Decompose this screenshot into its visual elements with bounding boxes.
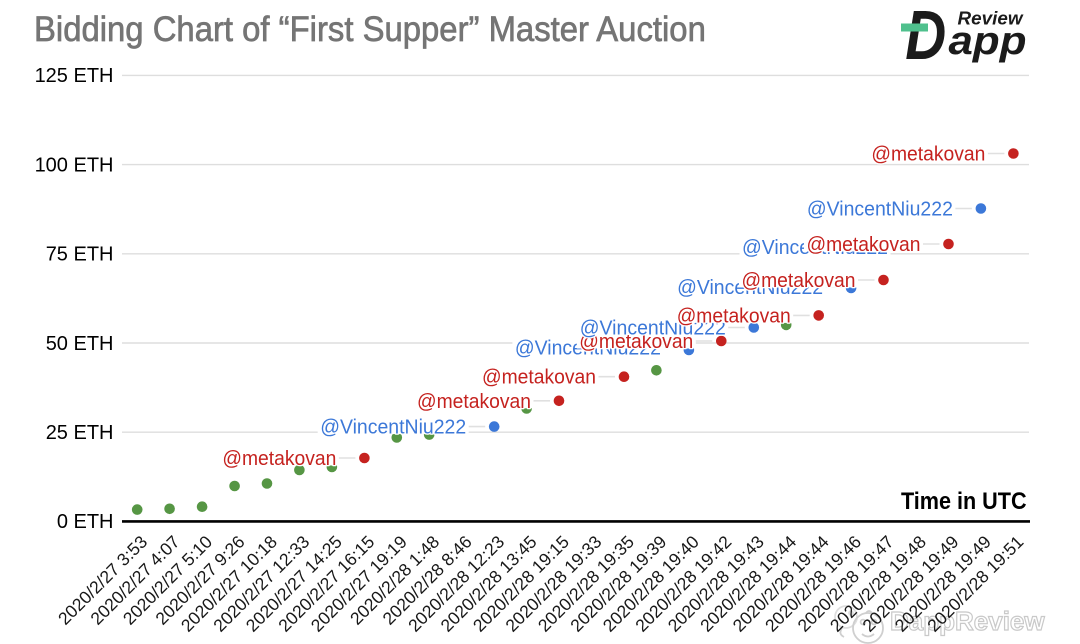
- svg-text:@VincentNiu222: @VincentNiu222: [807, 199, 953, 221]
- svg-text:@metakovan: @metakovan: [807, 234, 921, 256]
- svg-text:125 ETH: 125 ETH: [35, 65, 114, 87]
- svg-text:@VincentNiu222: @VincentNiu222: [320, 417, 466, 439]
- svg-text:@metakovan: @metakovan: [742, 270, 856, 292]
- svg-text:25 ETH: 25 ETH: [46, 422, 114, 444]
- svg-text:D: D: [905, 0, 946, 74]
- svg-text:50 ETH: 50 ETH: [46, 333, 114, 355]
- svg-text:100 ETH: 100 ETH: [35, 154, 114, 176]
- svg-text:@metakovan: @metakovan: [417, 391, 531, 413]
- svg-text:@metakovan: @metakovan: [871, 144, 985, 166]
- svg-text:@metakovan: @metakovan: [677, 305, 791, 327]
- svg-text:app: app: [949, 19, 1027, 63]
- svg-text:Review: Review: [958, 9, 1024, 29]
- svg-text:@metakovan: @metakovan: [482, 367, 596, 389]
- svg-text:75 ETH: 75 ETH: [46, 244, 114, 266]
- svg-text:0 ETH: 0 ETH: [57, 511, 114, 533]
- svg-text:@metakovan: @metakovan: [222, 448, 336, 470]
